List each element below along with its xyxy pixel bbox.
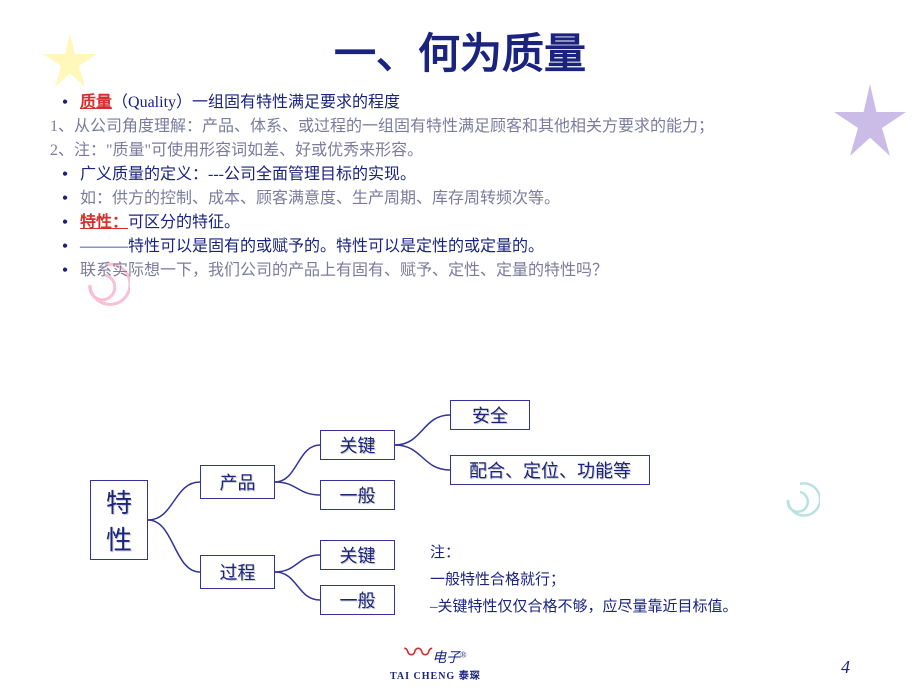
page-number: 4 [841, 657, 850, 678]
text-line: 可区分的特征。 [128, 214, 240, 231]
keyword-char: 特性： [80, 214, 128, 231]
text-line: 广义质量的定义：---公司全面管理目标的实现。 [80, 163, 416, 187]
node-normal: 一般 [320, 585, 395, 615]
node-safe: 安全 [450, 400, 530, 430]
logo: 〰电子® TAI CHENG 泰琛 [390, 644, 481, 682]
text-line: ———特性可以是固有的或赋予的。特性可以是定性的或定量的。 [80, 235, 544, 259]
node-process: 过程 [200, 555, 275, 589]
slide-title: 一、何为质量 [0, 0, 920, 81]
text-line: （Quality）一组固有特性满足要求的程度 [112, 94, 400, 111]
note-line: 一般特性合格就行； [430, 567, 738, 594]
note-line: 注： [430, 540, 738, 567]
tree-diagram: 特性 产品 过程 关键 一般 关键 一般 安全 配合、定位、功能等 注： 一般特… [90, 390, 890, 650]
text-line: 1、从公司角度理解：产品、体系、或过程的一组固有特性满足顾客和其他相关方要求的能… [50, 115, 870, 139]
node-normal: 一般 [320, 480, 395, 510]
text-block: • 质量（Quality）一组固有特性满足要求的程度 1、从公司角度理解：产品、… [0, 81, 920, 283]
note-line: –关键特性仅仅合格不够，应尽量靠近目标值。 [430, 594, 738, 621]
node-product: 产品 [200, 465, 275, 499]
text-line: 2、注："质量"可使用形容词如差、好或优秀来形容。 [50, 139, 870, 163]
node-key: 关键 [320, 540, 395, 570]
node-key: 关键 [320, 430, 395, 460]
node-fit: 配合、定位、功能等 [450, 455, 650, 485]
text-line: 如：供方的控制、成本、顾客满意度、生产周期、库存周转频次等。 [80, 187, 560, 211]
text-line: 联系实际想一下，我们公司的产品上有固有、赋予、定性、定量的特性吗？ [80, 259, 608, 283]
diagram-notes: 注： 一般特性合格就行； –关键特性仅仅合格不够，应尽量靠近目标值。 [430, 540, 738, 621]
keyword-quality: 质量 [80, 94, 112, 111]
node-root: 特性 [90, 480, 148, 560]
